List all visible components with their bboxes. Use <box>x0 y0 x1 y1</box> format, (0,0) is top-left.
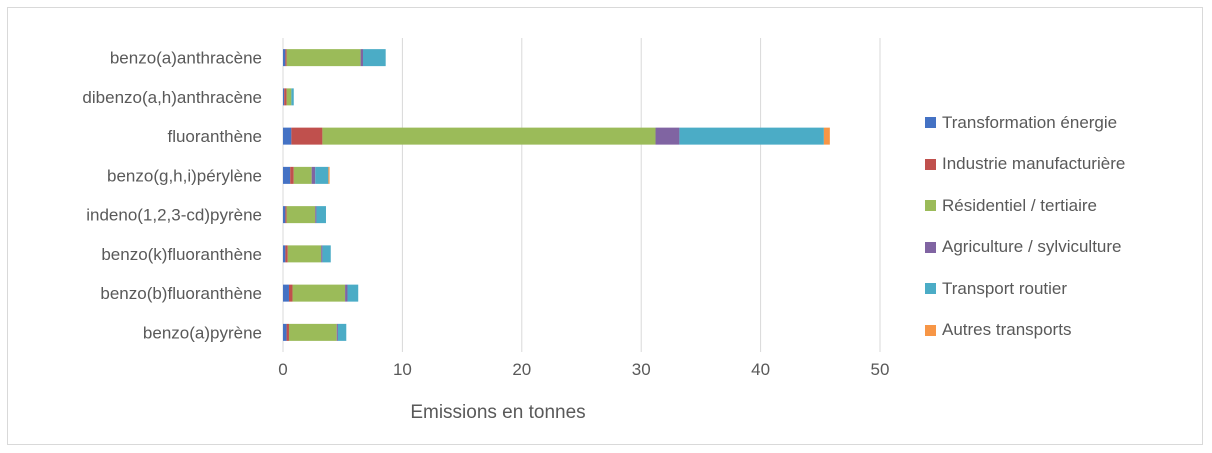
bar-segment <box>322 127 656 145</box>
bar-segment <box>315 166 329 184</box>
legend-item: Autres transports <box>925 310 1205 352</box>
bar-segment <box>283 88 285 106</box>
category-label: fluoranthène <box>167 127 262 146</box>
category-label: benzo(k)fluoranthène <box>101 245 262 264</box>
bar-segment <box>291 88 294 106</box>
bar-segment <box>337 323 347 341</box>
legend-swatch <box>925 324 936 336</box>
bar-segment <box>345 284 348 302</box>
bar-segment <box>347 284 359 302</box>
x-tick-label: 40 <box>751 360 770 379</box>
bar-segment <box>286 206 316 224</box>
bar-segment <box>655 127 680 145</box>
bar-segment <box>283 284 289 302</box>
bar-segment <box>286 88 292 106</box>
legend-item: Industrie manufacturière <box>925 144 1205 186</box>
category-label: benzo(b)fluoranthène <box>100 284 262 303</box>
legend-label: Transformation énergie <box>942 112 1118 132</box>
category-label: benzo(a)pyrène <box>143 323 262 342</box>
bar-segment <box>336 323 338 341</box>
bars <box>283 49 830 341</box>
legend-label: Résidentiel / tertiaire <box>942 195 1097 215</box>
x-tick-label: 20 <box>512 360 531 379</box>
bar-segment <box>360 49 363 67</box>
bar-segment <box>286 323 289 341</box>
bar-segment <box>291 127 323 145</box>
x-tick-labels: 0 10 20 30 40 50 <box>278 360 889 379</box>
bar-segment <box>362 49 386 67</box>
bar-segment <box>311 166 316 184</box>
legend-item: Agriculture / sylviculture <box>925 227 1205 269</box>
bar-segment <box>283 166 291 184</box>
bar-segment <box>283 49 286 67</box>
legend-item: Transport routier <box>925 268 1205 310</box>
legend-swatch <box>925 283 936 295</box>
bar-segment <box>321 245 323 263</box>
legend-swatch <box>925 241 936 253</box>
bar-segment <box>322 245 331 263</box>
legend-label: Agriculture / sylviculture <box>942 237 1122 257</box>
bar-segment <box>315 206 317 224</box>
bar-segment <box>285 49 287 67</box>
bar-segment <box>286 49 361 67</box>
bar-segment <box>285 245 288 263</box>
legend-swatch <box>925 200 936 212</box>
category-label: indeno(1,2,3-cd)pyrène <box>86 206 262 225</box>
chart-frame <box>7 7 1203 445</box>
bar-segment <box>288 323 337 341</box>
bar-segment <box>288 284 293 302</box>
bar-segment <box>287 245 322 263</box>
gridlines <box>282 38 881 352</box>
category-label: dibenzo(a,h)anthracène <box>82 88 262 107</box>
legend-item: Résidentiel / tertiaire <box>925 185 1205 227</box>
bar-segment <box>293 166 312 184</box>
legend-item: Transformation énergie <box>925 102 1205 144</box>
bar-segment <box>679 127 824 145</box>
bar-segment <box>328 166 330 184</box>
x-tick-label: 10 <box>393 360 412 379</box>
bar-segment <box>823 127 830 145</box>
bar-segment <box>283 245 286 263</box>
legend-label: Transport routier <box>942 278 1068 298</box>
category-labels: benzo(a)anthracène dibenzo(a,h)anthracène… <box>82 49 262 343</box>
bar-segment <box>292 284 346 302</box>
bar-segment <box>283 127 292 145</box>
bar-segment <box>283 323 287 341</box>
bar-segment <box>290 166 294 184</box>
legend: Transformation énergie Industrie manufact… <box>925 102 1205 351</box>
legend-swatch <box>925 117 936 129</box>
bar-segment <box>284 88 287 106</box>
legend-label: Autres transports <box>942 320 1072 340</box>
x-axis-title: Emissions en tonnes <box>410 402 585 423</box>
x-tick-label: 0 <box>278 360 287 379</box>
legend-label: Industrie manufacturière <box>942 154 1126 174</box>
legend-swatch <box>925 158 936 170</box>
x-tick-label: 30 <box>632 360 651 379</box>
bar-segment <box>316 206 326 224</box>
x-tick-label: 50 <box>871 360 890 379</box>
category-label: benzo(g,h,i)pérylène <box>107 166 262 185</box>
bar-segment <box>283 206 286 224</box>
category-label: benzo(a)anthracène <box>110 49 262 68</box>
bar-segment <box>285 206 287 224</box>
